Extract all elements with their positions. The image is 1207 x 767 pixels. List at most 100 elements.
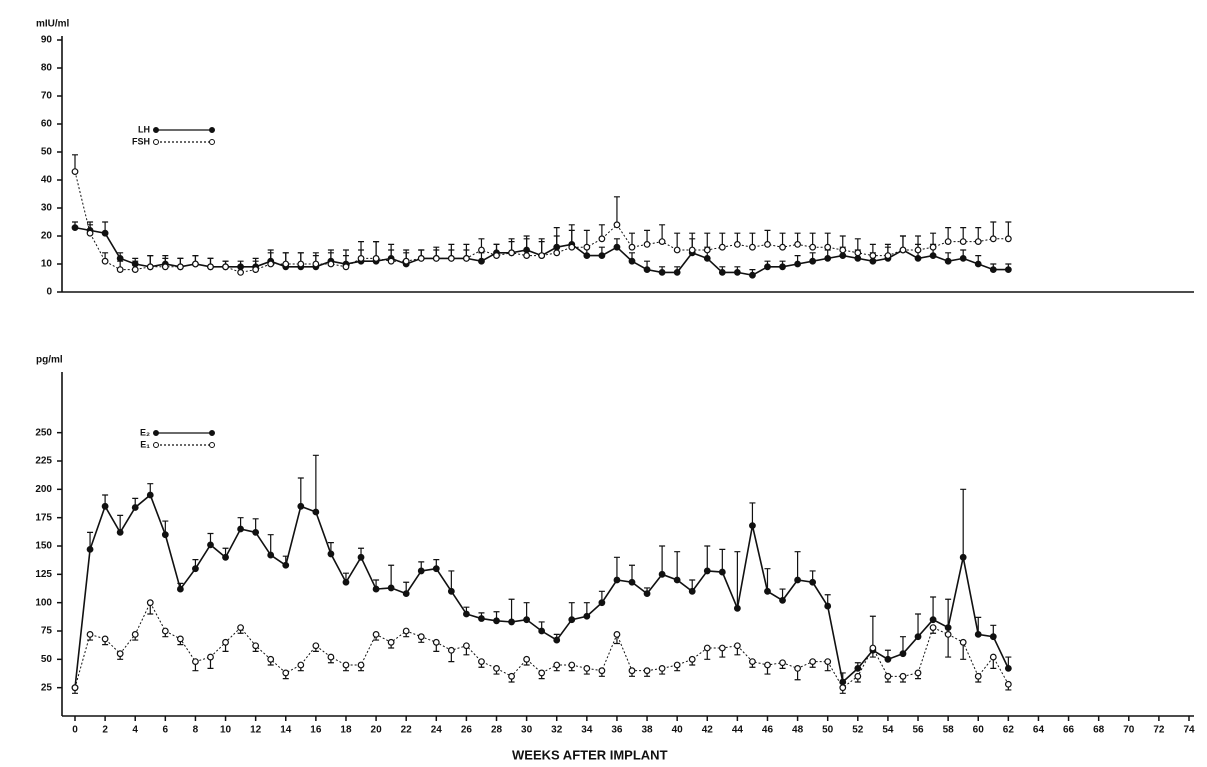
error-bar [930, 596, 937, 620]
data-point [252, 529, 260, 536]
data-point [718, 644, 726, 652]
data-point [312, 508, 320, 516]
data-point [267, 260, 275, 268]
data-point [493, 252, 500, 260]
error-bar [659, 545, 666, 575]
data-point [598, 599, 606, 607]
legend-marker [153, 430, 159, 436]
data-point [387, 584, 395, 592]
data-point [764, 240, 771, 248]
data-point [327, 260, 335, 268]
x-tick-label: 58 [943, 725, 955, 736]
data-point [1004, 235, 1012, 243]
error-bar [704, 545, 711, 571]
x-tick-label: 32 [551, 725, 563, 736]
data-point [929, 616, 937, 624]
legend-label: E₁ [140, 439, 150, 449]
data-point [779, 597, 786, 604]
data-point [207, 541, 214, 549]
data-point [854, 254, 862, 262]
data-point [101, 257, 109, 265]
y-tick-label: 70 [41, 91, 53, 102]
data-point [357, 553, 365, 561]
data-point [944, 624, 952, 631]
data-point [192, 565, 199, 573]
data-point [478, 658, 485, 665]
data-point [342, 661, 350, 669]
data-point [839, 246, 847, 254]
data-point [733, 642, 741, 650]
x-tick-label: 42 [702, 725, 714, 736]
data-point [342, 263, 350, 271]
data-point [252, 642, 260, 650]
data-point [237, 269, 244, 276]
data-point [974, 672, 982, 680]
data-point [643, 590, 651, 597]
data-point [749, 243, 756, 251]
data-point [749, 271, 756, 279]
data-point [523, 616, 531, 624]
data-point [297, 260, 305, 268]
data-point [688, 246, 696, 254]
data-point [854, 672, 862, 680]
legend-label: E₂ [140, 427, 150, 437]
x-tick-label: 24 [431, 725, 443, 736]
legend-marker [153, 139, 159, 145]
data-point [116, 254, 124, 262]
data-point [508, 618, 515, 626]
data-point [116, 266, 124, 274]
data-point [312, 642, 320, 650]
data-point [658, 238, 666, 246]
data-point [538, 669, 546, 677]
data-point [583, 243, 591, 251]
series-line [74, 493, 1010, 688]
y-tick-label: 150 [35, 541, 52, 552]
data-point [252, 266, 260, 274]
data-point [794, 576, 801, 584]
data-point [568, 616, 576, 624]
data-point [101, 635, 109, 643]
data-point [824, 658, 832, 665]
data-point [161, 531, 169, 539]
data-point [884, 252, 892, 260]
data-point [839, 684, 847, 692]
data-point [161, 263, 169, 271]
data-point [598, 235, 606, 243]
data-point [538, 252, 546, 260]
data-point [71, 684, 79, 692]
data-point [824, 243, 832, 251]
data-point [568, 661, 576, 669]
data-point [703, 567, 711, 575]
error-bar [945, 634, 952, 658]
legend-marker [153, 127, 159, 133]
data-point [794, 260, 801, 268]
data-point [583, 665, 591, 672]
error-bar [448, 570, 455, 592]
data-point [463, 254, 470, 262]
data-point [869, 252, 877, 260]
data-point [854, 665, 862, 672]
y-tick-label: 225 [35, 456, 52, 467]
data-point [402, 627, 410, 635]
data-point [749, 522, 756, 529]
data-point [989, 633, 997, 641]
data-point [357, 661, 365, 669]
data-point [869, 644, 877, 652]
data-point [929, 243, 937, 251]
data-point [116, 650, 124, 658]
x-tick-label: 26 [461, 725, 473, 736]
data-point [628, 257, 636, 265]
x-tick-label: 54 [882, 725, 894, 736]
data-point [869, 257, 877, 265]
data-point [568, 243, 576, 251]
error-bar [960, 488, 967, 558]
data-point [282, 669, 290, 677]
data-point [899, 246, 907, 254]
data-point [372, 631, 380, 638]
x-tick-label: 40 [672, 725, 684, 736]
data-point [824, 254, 832, 262]
data-point [809, 578, 817, 586]
error-bar [674, 551, 681, 580]
data-point [628, 243, 636, 251]
x-tick-label: 6 [163, 725, 169, 736]
